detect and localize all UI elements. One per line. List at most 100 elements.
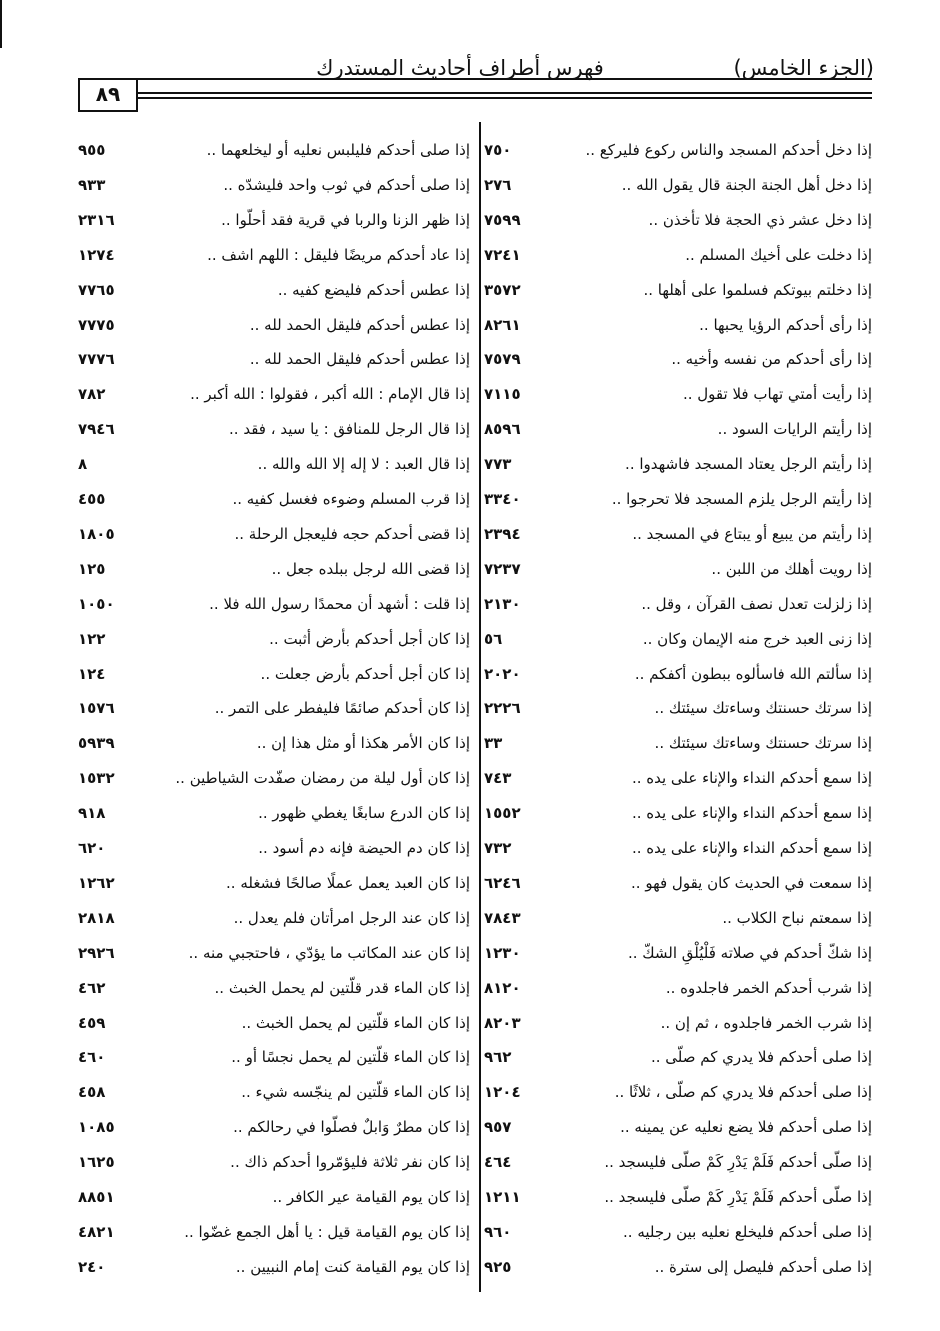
entry-text: إذا قال الإمام : الله أكبر ، فقولوا : ال… <box>190 385 470 404</box>
entry-ref: ١٥٥٢ <box>484 804 521 823</box>
entry-ref: ١٢٥ <box>78 559 106 578</box>
entry-text: إذا صلى أحدكم فلا يدري كم صلّى .. <box>650 1048 872 1067</box>
entry-text: إذا رأيتم الرايات السود .. <box>717 420 872 439</box>
entry-ref: ١٨٠٥ <box>78 524 115 543</box>
entry-ref: ٢٧٦ <box>484 175 512 194</box>
entry-ref: ١٦٢٥ <box>78 1153 115 1172</box>
entry-text: إذا كان عند المكاتب ما يؤدّي ، فاحتجبي م… <box>188 943 470 962</box>
entry-text: إذا دخلت على أخيك المسلم .. <box>685 245 872 264</box>
entry-ref: ٢٢٢٦ <box>484 699 521 718</box>
entry-ref: ٤٦٠ <box>78 1048 106 1067</box>
entry-text: إذا كان الماء قلّتين لم ينجّسه شيء .. <box>241 1083 470 1102</box>
entry-text: إذا كان دم الحيضة فإنه دم أسود .. <box>258 839 470 857</box>
entry-text: إذا كان الماء قدر قلّتين لم يحمل الخبث .… <box>214 978 470 997</box>
entry-ref: ٧٨٤٣ <box>484 908 521 927</box>
entry-ref: ٧١١٥ <box>484 385 521 404</box>
entry-ref: ٧٧٧٥ <box>78 315 115 334</box>
entry-text: إذا قضى أحدكم حجه فليعجل الرحلة .. <box>234 524 470 543</box>
column-divider <box>479 122 481 1292</box>
entry-ref: ٧٥٠ <box>484 141 512 159</box>
entry-text: إذا قلت : أشهد أن محمدًا رسول الله فلا .… <box>209 594 470 613</box>
entry-text: إذا صلى أحدكم فلا يدري كم صلّى ، ثلاثًا … <box>614 1083 872 1102</box>
entry-text: إذا كان العبد يعمل عملًا صالحًا فشغله .. <box>226 873 470 892</box>
rule <box>78 78 80 112</box>
entry-ref: ٨٢٦١ <box>484 315 521 334</box>
entry-text: إذا كان يوم القيامة كنت إمام النبيين .. <box>235 1257 470 1276</box>
volume-label: (الجزء الخامس) <box>733 56 874 80</box>
entry-text: إذا شكّ أحدكم في صلاته فَلْيُلْقِ الشكّ … <box>627 943 872 962</box>
entry-text: إذا صلّى أحدكم فَلَمْ يَدْرِ كَمْ صلّى ف… <box>604 1153 872 1172</box>
entry-ref: ٣٣ <box>484 734 503 753</box>
entry-text: إذا رأيت أمتي تهاب فلا تقول .. <box>682 385 872 404</box>
entry-text: إذا صلى أحدكم فليلبس نعليه أو ليخلعهما .… <box>206 141 470 159</box>
entry-ref: ٢١٣٠ <box>484 594 521 613</box>
entry-text: إذا كان الدرع سابغًا يغطي ظهور .. <box>258 804 470 823</box>
entry-ref: ٤٥٩ <box>78 1013 106 1032</box>
entry-ref: ٤٥٨ <box>78 1083 106 1102</box>
entry-text: إذا كان نفر ثلاثة فليؤمّروا أحدكم ذاك .. <box>230 1153 470 1172</box>
scan-edge <box>0 0 2 48</box>
entry-text: إذا ظهر الزنا والربا في قرية فقد أحلّوا … <box>221 210 470 229</box>
entry-text: إذا عطس أحدكم فليضع كفيه .. <box>277 280 470 299</box>
entry-text: إذا رويت أهلك من اللبن .. <box>711 559 872 578</box>
rule <box>78 110 138 112</box>
entry-ref: ٩٦٢ <box>484 1048 512 1067</box>
entry-ref: ٧٤٣ <box>484 769 512 788</box>
entry-ref: ٩٥٧ <box>484 1118 512 1137</box>
entry-text: إذا سمع أحدكم النداء والإناء على يده .. <box>631 804 872 823</box>
entry-ref: ٤٨٢١ <box>78 1222 115 1241</box>
entry-ref: ٧٢٣٧ <box>484 559 521 578</box>
entry-ref: ٤٥٥ <box>78 490 106 508</box>
entry-text: إذا قال العبد : لا إله إلا الله والله .. <box>257 455 470 474</box>
entry-ref: ٩٦٠ <box>484 1222 512 1241</box>
entry-text: إذا قضى الله لرجل ببلده جعل .. <box>271 559 470 578</box>
entry-text: إذا دخل أحدكم المسجد والناس ركوع فليركع … <box>585 141 872 159</box>
entry-text: إذا صلى أحدكم فليصل إلى سترة .. <box>654 1257 872 1276</box>
entry-ref: ٧٢٤١ <box>484 245 521 264</box>
entry-ref: ٩٣٣ <box>78 175 106 194</box>
entry-text: إذا كان عند الرجل امرأتان فلم يعدل .. <box>233 908 470 927</box>
entry-text: إذا رأى أحدكم من نفسه وأخيه .. <box>671 350 872 369</box>
entry-ref: ٩٥٥ <box>78 141 106 159</box>
entry-text: إذا سمعت في الحديث كان يقول فهو .. <box>631 873 872 892</box>
entry-text: إذا قرب المسلم وضوءه فغسل كفيه .. <box>232 490 470 508</box>
entry-ref: ٩١٨ <box>78 804 106 823</box>
entry-text: إذا كان أحدكم صائمًا فليفطر على التمر .. <box>214 699 470 718</box>
entry-text: إذا كان أول ليلة من رمضان صفّدت الشياطين… <box>175 769 470 788</box>
entry-text: إذا عطس أحدكم فليقل الحمد لله .. <box>249 350 470 369</box>
entry-ref: ٢٨١٨ <box>78 908 115 927</box>
entry-ref: ١٢٦٢ <box>78 873 115 892</box>
entry-ref: ١٢٧٤ <box>78 245 115 264</box>
entry-ref: ٢٠٢٠ <box>484 664 521 683</box>
entry-text: إذا سرتك حسنتك وساءتك سيئتك .. <box>654 734 872 753</box>
entry-ref: ٣٥٧٢ <box>484 280 521 299</box>
entry-text: إذا صلى أحدكم فلا يضع نعليه عن يمينه .. <box>620 1118 872 1137</box>
entry-ref: ٢٣٩٤ <box>484 524 521 543</box>
entry-ref: ٦٢٤٦ <box>484 873 521 892</box>
entry-text: إذا صلى أحدكم في ثوب واحد فليشدّه .. <box>223 175 470 194</box>
entry-ref: ١٥٣٢ <box>78 769 115 788</box>
entry-ref: ١٢٤ <box>78 664 106 683</box>
entry-ref: ١٢١١ <box>484 1188 521 1206</box>
entry-text: إذا كان الماء قلّتين لم يحمل نجسًا أو .. <box>231 1048 470 1067</box>
entry-ref: ٥٦ <box>484 629 503 648</box>
page-title: فهرس أطراف أحاديث المستدرك <box>316 56 604 80</box>
entry-ref: ٨ <box>78 455 88 474</box>
entry-text: إذا كان الماء قلّتين لم يحمل الخبث .. <box>241 1013 470 1032</box>
entry-text: إذا عطس أحدكم فليقل الحمد لله .. <box>249 315 470 334</box>
entry-ref: ٨٥٩٦ <box>484 420 521 439</box>
entry-text: إذا كان أجل أحدكم بأرض جعلت .. <box>260 664 470 683</box>
entry-ref: ٥٩٣٩ <box>78 734 115 753</box>
entry-ref: ٣٣٤٠ <box>484 490 521 508</box>
entry-ref: ١٢٠٤ <box>484 1083 521 1102</box>
entry-text: إذا زنى العبد خرج منه الإيمان وكان .. <box>642 629 872 648</box>
entry-ref: ٧٧٧٦ <box>78 350 115 369</box>
entry-ref: ٨٢٠٣ <box>484 1013 521 1032</box>
entry-ref: ١٠٨٥ <box>78 1118 115 1137</box>
entry-text: إذا دخلتم بيوتكم فسلموا على أهلها .. <box>643 280 872 299</box>
entry-text: إذا دخل أهل الجنة الجنة قال يقول الله .. <box>621 175 872 194</box>
rule <box>136 97 872 99</box>
rule <box>136 78 138 112</box>
entry-text: إذا سمع أحدكم النداء والإناء على يده .. <box>631 769 872 788</box>
